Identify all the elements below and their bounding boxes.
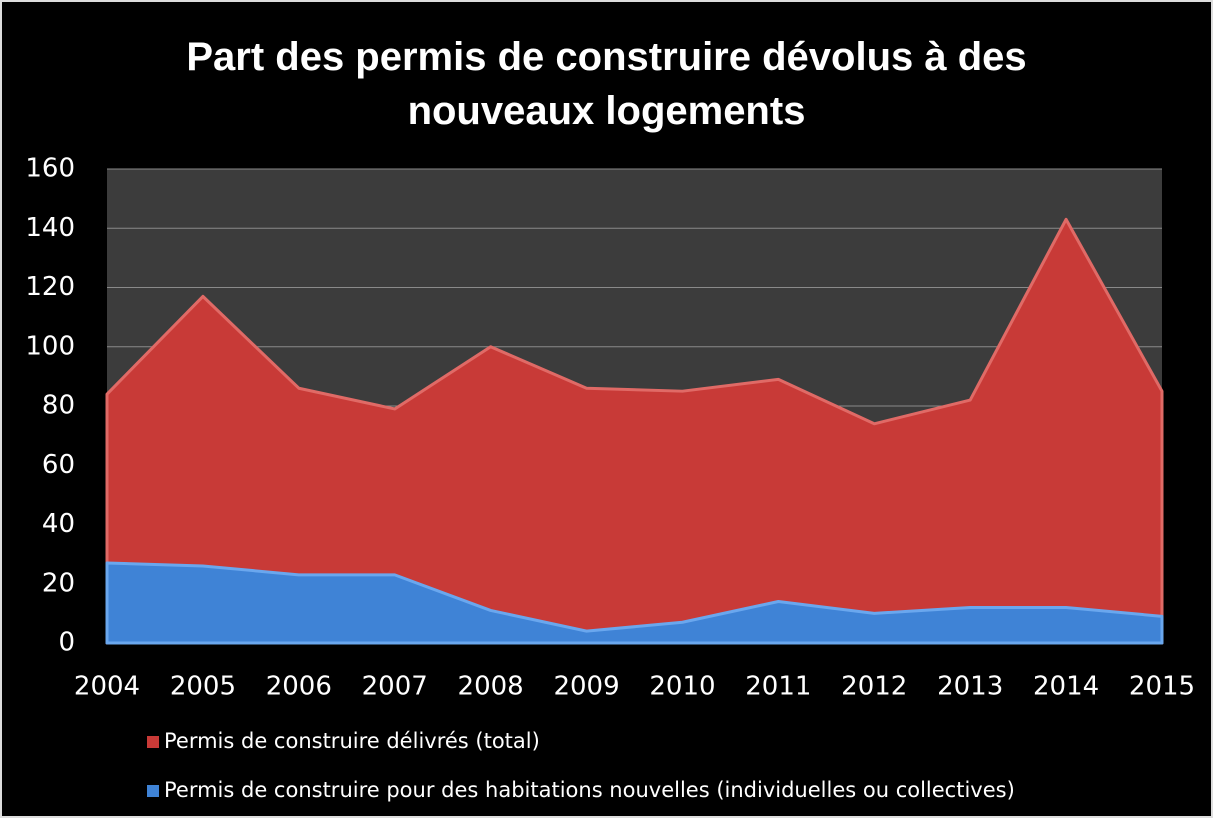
x-tick-label: 2004 [74,672,140,702]
x-tick-label: 2008 [458,672,524,702]
x-tick-label: 2014 [1033,672,1099,702]
x-tick-label: 2015 [1129,672,1195,702]
x-tick-label: 2012 [841,672,907,702]
x-tick-label: 2013 [937,672,1003,702]
x-tick-label: 2006 [266,672,332,702]
chart-title: Part des permis de construire dévolus à … [186,35,1027,133]
y-tick-label: 160 [25,154,75,184]
area [105,217,1164,645]
y-tick-label: 120 [25,272,75,302]
y-tick-label: 40 [42,509,75,539]
y-tick-label: 100 [25,331,75,361]
legend-swatch [147,736,159,748]
x-tick-label: 2009 [553,672,619,702]
x-tick-label: 2011 [745,672,811,702]
area [105,561,1164,645]
legend-label: Permis de construire délivrés (total) [164,729,540,753]
y-tick-label: 80 [42,391,75,421]
legend-label: Permis de construire pour des habitation… [164,778,1015,802]
x-tick-label: 2007 [362,672,428,702]
y-tick-label: 140 [25,213,75,243]
y-tick-label: 0 [58,628,75,658]
y-tick-label: 60 [42,450,75,480]
y-tick-label: 20 [42,568,75,598]
x-tick-label: 2005 [170,672,236,702]
x-tick-label: 2010 [649,672,715,702]
legend-swatch [147,785,159,797]
